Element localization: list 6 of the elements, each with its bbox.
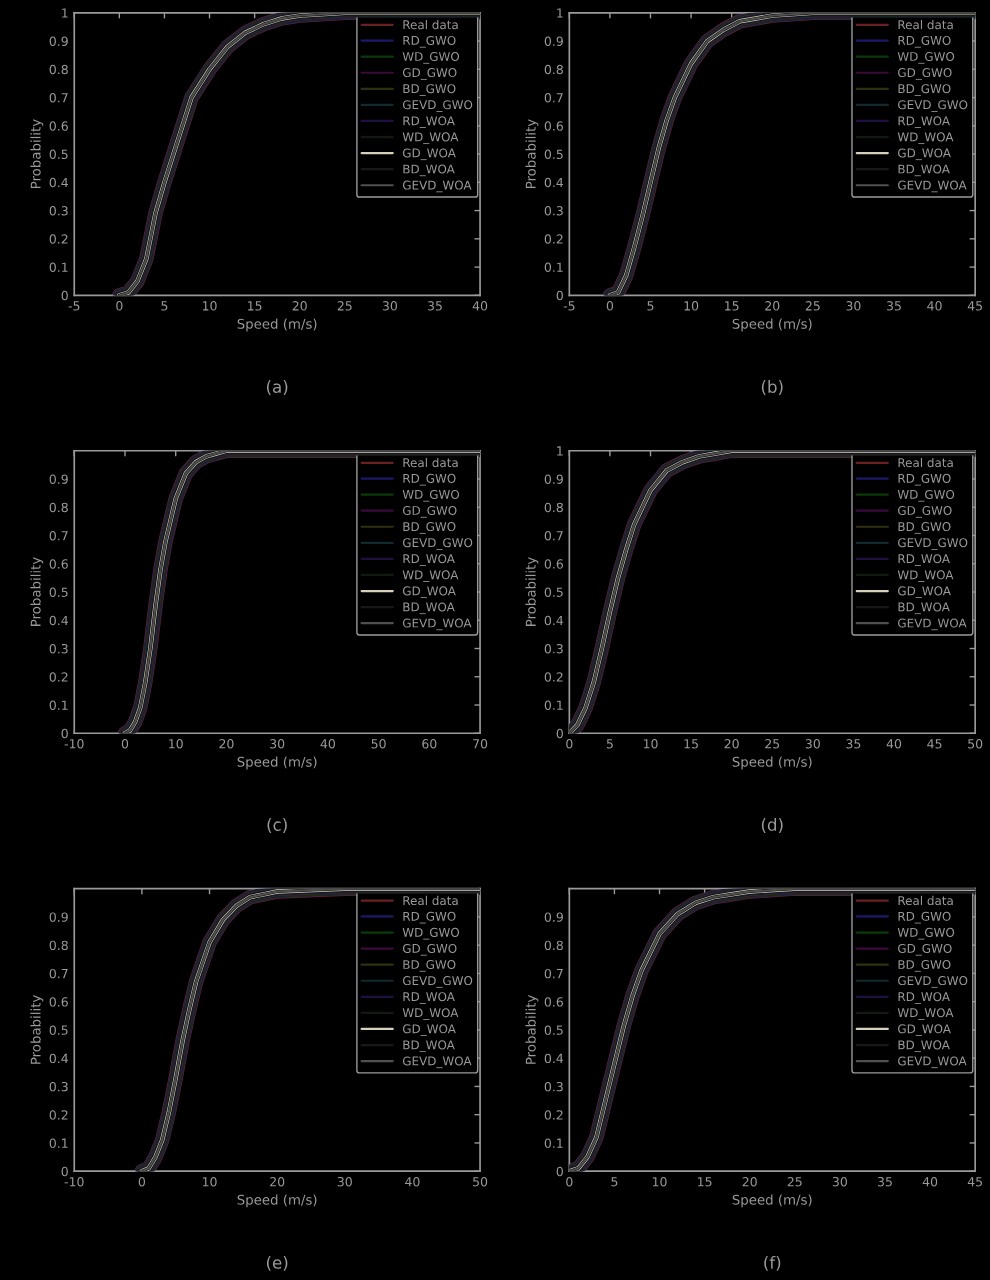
text: (c) bbox=[267, 818, 287, 833]
text: (e) bbox=[266, 1255, 288, 1271]
text: (d) bbox=[761, 818, 783, 833]
text: (a) bbox=[266, 380, 288, 395]
text: (b) bbox=[761, 380, 783, 395]
text: (f) bbox=[764, 1255, 781, 1271]
